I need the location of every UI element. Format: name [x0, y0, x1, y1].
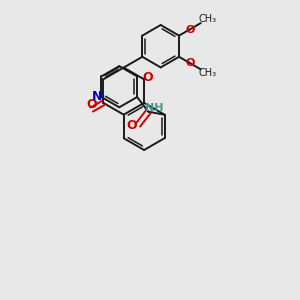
Text: O: O: [86, 98, 97, 111]
Text: N: N: [92, 91, 102, 103]
Text: O: O: [127, 119, 137, 132]
Text: CH₃: CH₃: [199, 14, 217, 24]
Text: NH: NH: [145, 103, 163, 113]
Text: O: O: [142, 71, 153, 84]
Text: O: O: [185, 25, 194, 35]
Text: CH₃: CH₃: [199, 68, 217, 78]
Text: O: O: [185, 58, 194, 68]
